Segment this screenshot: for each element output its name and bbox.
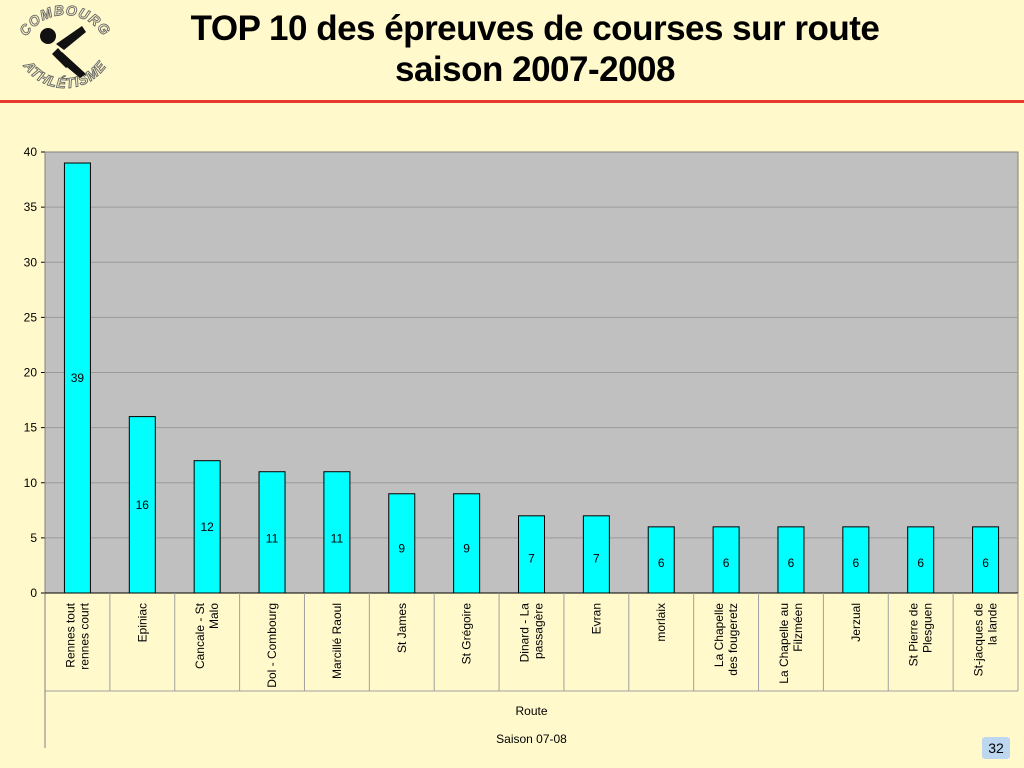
bar	[258, 471, 286, 594]
category-label-text: morlaix	[654, 603, 668, 642]
data-label: 12	[200, 520, 214, 534]
bar	[907, 526, 935, 594]
category-label: Evran	[589, 603, 603, 634]
category-label-line: Marcillé Raoul	[330, 603, 344, 679]
data-label: 7	[528, 551, 535, 565]
bar	[777, 526, 805, 594]
category-label-line: la lande	[986, 603, 1000, 645]
category-label-text: Dinard - Lapassagère	[518, 603, 546, 663]
category-label-text: St Grégoire	[460, 603, 474, 665]
category-label: Dol - Combourg	[265, 603, 279, 688]
bar	[388, 493, 416, 594]
page-number-badge: 32	[982, 737, 1010, 759]
category-label-line: St James	[395, 603, 409, 653]
axis-group-label: Saison 07-08	[496, 732, 567, 746]
y-tick-label: 30	[24, 255, 38, 269]
category-label-text: Marcillé Raoul	[330, 603, 344, 679]
y-tick-label: 0	[30, 586, 37, 600]
data-label: 9	[398, 541, 405, 555]
category-label: St-jacques dela lande	[972, 603, 1000, 677]
data-label: 9	[463, 541, 470, 555]
category-label-line: Dinard - La	[518, 603, 532, 663]
category-label: St James	[395, 603, 409, 653]
category-label: Cancale - StMalo	[193, 602, 221, 669]
data-label: 7	[593, 551, 600, 565]
category-label-text: St-jacques dela lande	[972, 603, 1000, 677]
category-label-line: Malo	[207, 603, 221, 629]
data-label: 6	[917, 556, 924, 570]
category-label-line: des fougeretz	[726, 603, 740, 676]
category-label-line: St Grégoire	[460, 603, 474, 665]
category-label-text: La Chapelle auFilzméen	[777, 603, 805, 684]
category-label: Jerzual	[849, 603, 863, 642]
bar	[193, 460, 221, 594]
category-label-text: La Chapelledes fougeretz	[712, 603, 740, 676]
bar	[582, 515, 610, 594]
y-tick-label: 35	[24, 200, 38, 214]
category-label: St Grégoire	[460, 603, 474, 665]
category-label-text: St Pierre dePlesguen	[907, 603, 935, 667]
bar	[63, 162, 91, 594]
y-tick-label: 10	[24, 476, 38, 490]
category-label-line: Evran	[589, 603, 603, 634]
data-label: 39	[71, 371, 85, 385]
category-label-line: La Chapelle	[712, 603, 726, 667]
category-label-line: Dol - Combourg	[265, 603, 279, 688]
category-label-line: Plesguen	[921, 603, 935, 653]
category-label-line: Epiniac	[135, 603, 149, 642]
category-label: La Chapelledes fougeretz	[712, 603, 740, 676]
category-label: Epiniac	[135, 603, 149, 642]
title-divider	[0, 100, 1024, 103]
category-label: La Chapelle auFilzméen	[777, 603, 805, 684]
bar	[453, 493, 481, 594]
club-logo: COMBOURG ATHLÉTISME	[15, 2, 113, 92]
y-tick-label: 40	[24, 145, 38, 159]
category-label-text: Jerzual	[849, 603, 863, 642]
data-label: 6	[982, 556, 989, 570]
bar	[518, 515, 545, 594]
category-label: St Pierre dePlesguen	[907, 603, 935, 667]
data-label: 6	[723, 556, 730, 570]
category-label-line: Jerzual	[849, 603, 863, 642]
data-label: 16	[136, 498, 150, 512]
axis-field-label: Route	[515, 704, 547, 718]
category-label-line: rennes court	[77, 602, 91, 669]
y-tick-label: 15	[24, 421, 38, 435]
bar	[128, 416, 156, 594]
category-label-line: passagère	[532, 603, 546, 659]
y-tick-label: 20	[24, 366, 38, 380]
category-label-line: Rennes tout	[63, 602, 77, 667]
runner-icon	[40, 26, 86, 78]
category-label: Dinard - Lapassagère	[518, 603, 546, 663]
category-label-text: St James	[395, 603, 409, 653]
page-title: TOP 10 des épreuves de courses sur route…	[190, 9, 880, 89]
data-label: 6	[658, 556, 665, 570]
category-label-line: Filzméen	[791, 603, 805, 652]
data-label: 6	[788, 556, 795, 570]
category-label-line: Cancale - St	[193, 602, 207, 669]
category-label-line: St-jacques de	[972, 603, 986, 677]
y-tick-label: 25	[24, 310, 38, 324]
category-label-line: St Pierre de	[907, 603, 921, 667]
category-label-text: Evran	[589, 603, 603, 634]
data-label: 11	[266, 531, 279, 545]
category-label-line: La Chapelle au	[777, 603, 791, 684]
bar	[647, 526, 675, 594]
bar	[712, 526, 740, 594]
bar	[972, 526, 1000, 594]
category-label-text: Rennes toutrennes court	[63, 602, 91, 669]
category-label-text: Cancale - StMalo	[193, 602, 221, 669]
category-label-line: morlaix	[654, 603, 668, 642]
data-label: 6	[852, 556, 859, 570]
bar	[842, 526, 870, 594]
category-label-text: Epiniac	[135, 603, 149, 642]
category-label: Rennes toutrennes court	[63, 602, 91, 669]
data-label: 11	[331, 531, 344, 545]
bar	[323, 471, 351, 594]
category-label-text: Dol - Combourg	[265, 603, 279, 688]
category-label: morlaix	[654, 603, 668, 642]
category-label: Marcillé Raoul	[330, 603, 344, 679]
y-tick-label: 5	[30, 531, 37, 545]
